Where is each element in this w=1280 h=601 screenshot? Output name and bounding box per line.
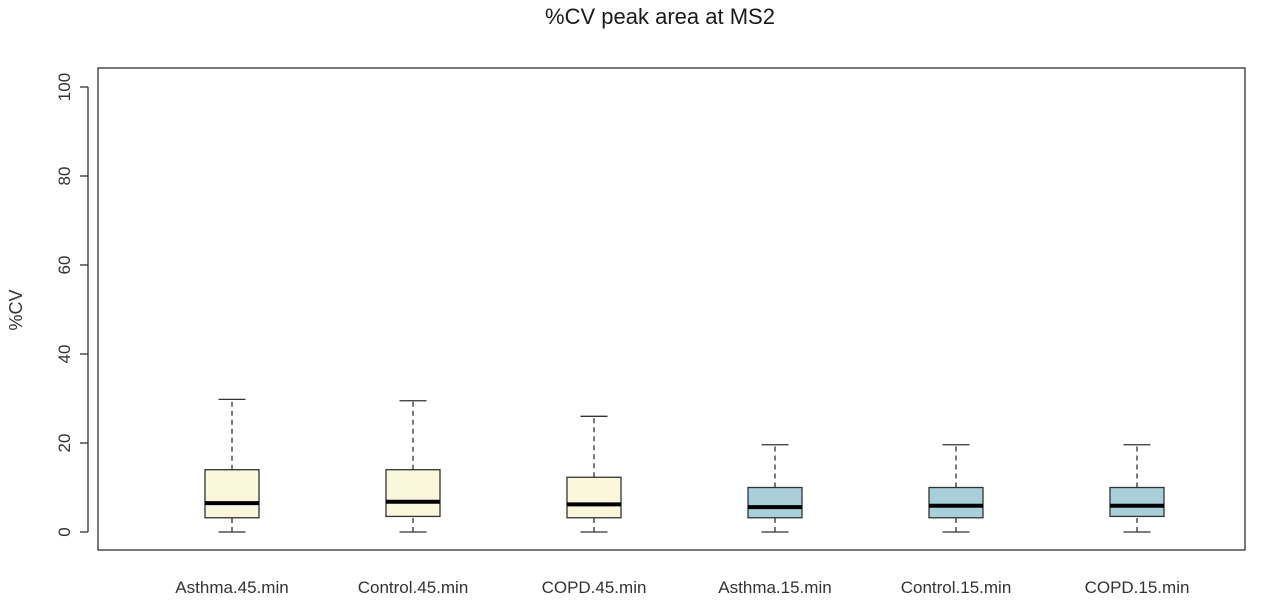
chart-title: %CV peak area at MS2 (545, 4, 775, 29)
box-series (204, 398, 1165, 533)
iqr-box (928, 486, 984, 519)
y-axis-label: %CV (6, 289, 26, 330)
x-tick-label: COPD.45.min (542, 578, 647, 597)
y-axis: 0 20 40 60 80 100 (55, 73, 89, 537)
x-tick-label: Control.45.min (358, 578, 469, 597)
y-tick-label: 60 (55, 256, 74, 275)
box-Control.45.min (385, 400, 441, 533)
x-tick-label: Asthma.45.min (175, 578, 288, 597)
y-tick-label: 0 (55, 527, 74, 536)
plot-frame (97, 67, 1246, 551)
y-tick-label: 100 (55, 73, 74, 101)
x-tick-label: COPD.15.min (1085, 578, 1190, 597)
iqr-box (747, 486, 803, 519)
iqr-box (204, 469, 260, 519)
x-tick-label: Control.15.min (901, 578, 1012, 597)
x-tick-label: Asthma.15.min (718, 578, 831, 597)
box-COPD.15.min (1109, 444, 1165, 533)
box-Control.15.min (928, 444, 984, 533)
iqr-box (566, 476, 622, 519)
y-tick-label: 40 (55, 345, 74, 364)
iqr-box (1109, 486, 1165, 518)
box-Asthma.45.min (204, 398, 260, 533)
box-COPD.45.min (566, 415, 622, 533)
iqr-box (385, 469, 441, 518)
x-axis: Asthma.45.min Control.45.min COPD.45.min As… (175, 578, 1189, 597)
y-tick-label: 80 (55, 167, 74, 186)
y-tick-label: 20 (55, 434, 74, 453)
box-Asthma.15.min (747, 444, 803, 533)
